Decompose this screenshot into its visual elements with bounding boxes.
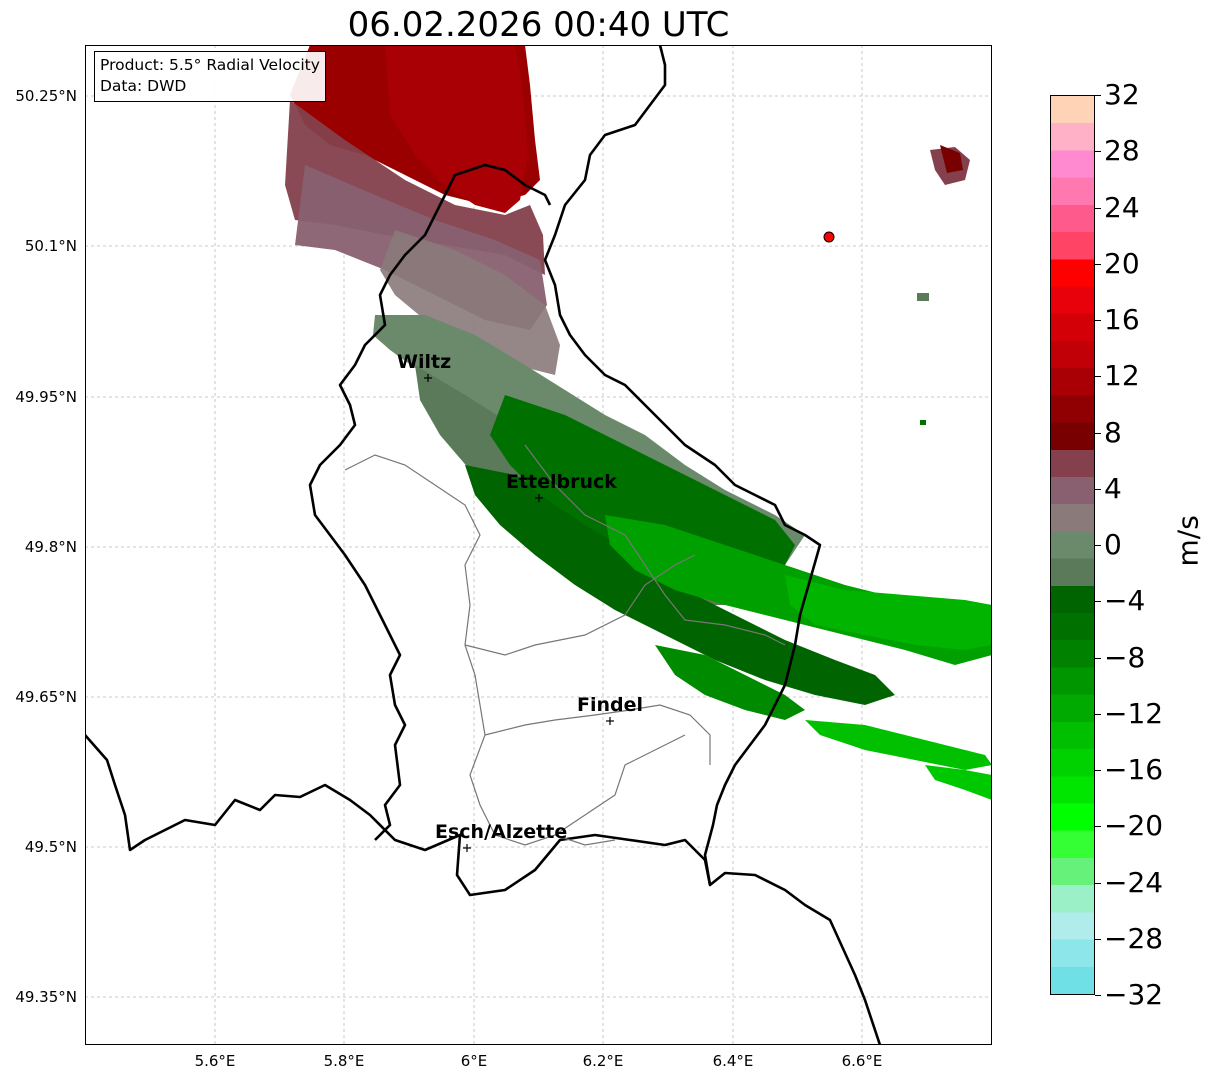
radar-echo-red [285, 45, 970, 375]
colorbar-tick-mark [1095, 657, 1101, 659]
velocity-colorbar [1050, 95, 1095, 995]
colorbar-tick-label: 16 [1104, 303, 1140, 336]
colorbar-tick-label: −32 [1104, 978, 1164, 1011]
colorbar-tick-mark [1095, 713, 1101, 715]
colorbar-tick-label: 0 [1104, 528, 1122, 561]
canton-borders [344, 444, 786, 846]
colorbar-tick-label: 4 [1104, 471, 1122, 505]
colorbar-tick-label: 32 [1104, 78, 1140, 111]
colorbar-tick-label: 28 [1104, 134, 1140, 168]
lat-tick-label: 50.1°N [24, 237, 77, 255]
lon-tick-label: 6.2°E [582, 1052, 624, 1070]
colorbar-tick-mark [1095, 995, 1101, 996]
city-label-wiltz: Wiltz [397, 351, 451, 373]
colorbar-tick-label: 24 [1104, 190, 1140, 224]
colorbar-tick-mark [1095, 488, 1101, 490]
lat-tick-label: 50.25°N [15, 87, 77, 105]
colorbar-tick-mark [1095, 882, 1101, 884]
colorbar-tick-label: 8 [1104, 415, 1122, 449]
map-title: 06.02.2026 00:40 UTC [347, 5, 730, 45]
colorbar-tick-mark [1095, 320, 1101, 321]
lat-tick-label: 49.65°N [15, 688, 77, 706]
lat-tick-label: 49.8°N [24, 538, 77, 556]
product-label: Product: 5.5° Radial Velocity [100, 56, 320, 74]
lon-tick-label: 5.8°E [323, 1052, 365, 1070]
city-markers [424, 374, 614, 852]
colorbar-tick-mark [1095, 432, 1101, 434]
radar-site-marker[interactable] [823, 231, 835, 243]
colorbar-tick-mark [1095, 376, 1101, 378]
lat-tick-label: 49.95°N [15, 388, 77, 406]
data-source-label: Data: DWD [100, 77, 187, 95]
colorbar-tick-label: −20 [1104, 809, 1164, 843]
colorbar-tick-label: −24 [1104, 865, 1164, 899]
info-box: Product: 5.5° Radial Velocity Data: DWD [94, 51, 326, 102]
lon-tick-label: 6.6°E [841, 1052, 883, 1070]
colorbar-tick-mark [1095, 545, 1101, 546]
colorbar-tick-label: −16 [1104, 753, 1164, 786]
lon-tick-label: 6°E [460, 1052, 488, 1070]
city-label-findel: Findel [577, 694, 643, 716]
city-labels: Wiltz Ettelbruck Findel Esch/Alzette [397, 351, 643, 843]
city-label-ettelbruck: Ettelbruck [506, 471, 617, 493]
colorbar-tick-label: 20 [1104, 246, 1140, 280]
colorbar-tick-mark [1095, 95, 1101, 96]
colorbar-tick-mark [1095, 601, 1101, 603]
city-label-esch-alzette: Esch/Alzette [435, 821, 567, 843]
radar-map[interactable]: Wiltz Ettelbruck Findel Esch/Alzette [85, 45, 992, 1045]
lon-tick-label: 6.4°E [712, 1052, 754, 1070]
lat-tick-label: 49.5°N [24, 838, 77, 856]
colorbar-tick-mark [1095, 770, 1101, 771]
colorbar-tick-mark [1095, 263, 1101, 265]
lat-tick-label: 49.35°N [15, 988, 77, 1006]
colorbar-tick-label: −8 [1104, 640, 1146, 674]
colorbar-tick-mark [1095, 207, 1101, 209]
colorbar-tick-mark [1095, 151, 1101, 153]
colorbar-tick-label: −28 [1104, 921, 1164, 955]
lon-tick-label: 5.6°E [194, 1052, 236, 1070]
colorbar-tick-mark [1095, 938, 1101, 940]
radar-echo-green [373, 293, 992, 800]
colorbar-tick-label: −4 [1104, 584, 1146, 618]
colorbar-tick-mark [1095, 826, 1101, 828]
colorbar-tick-label: −12 [1104, 696, 1164, 730]
colorbar-unit-label: m/s [1171, 515, 1205, 567]
country-border [85, 45, 882, 1045]
colorbar-tick-label: 12 [1104, 359, 1140, 393]
